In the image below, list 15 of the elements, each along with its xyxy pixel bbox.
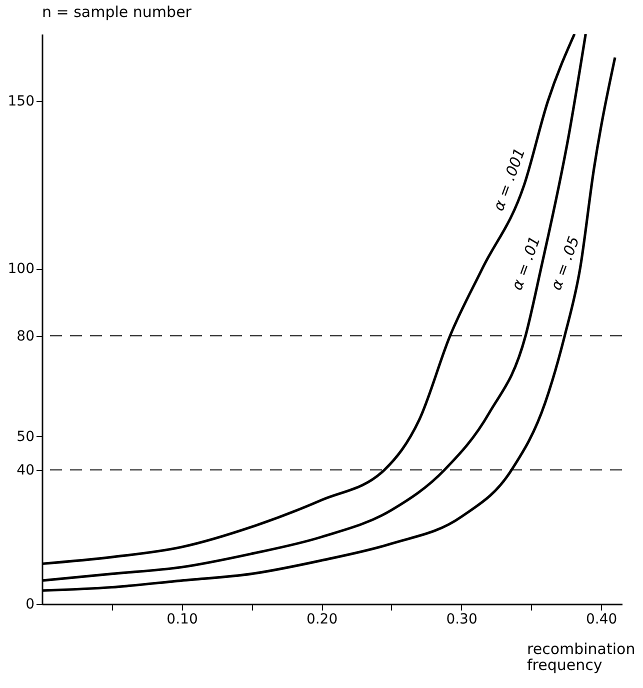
x-axis-title: recombination frequency [527,640,636,674]
text: α = .01 [508,234,544,293]
y-tick-label: 80 [16,328,34,344]
y-tick-label: 0 [26,596,34,612]
text: α = .05 [547,234,584,293]
y-tick-label: 50 [16,428,34,445]
x-tick-label: 0.20 [306,612,338,628]
y-axis-title: n = sample number [42,3,192,21]
y-tick-label: 100 [8,261,34,278]
text: α = .001 [489,146,529,214]
y-tick-label: 40 [16,462,34,478]
x-tick-label: 0.40 [586,612,618,628]
x-tick-label: 0.10 [166,612,198,628]
y-tick-label: 150 [8,94,34,110]
x-tick-label: 0.30 [446,612,478,628]
